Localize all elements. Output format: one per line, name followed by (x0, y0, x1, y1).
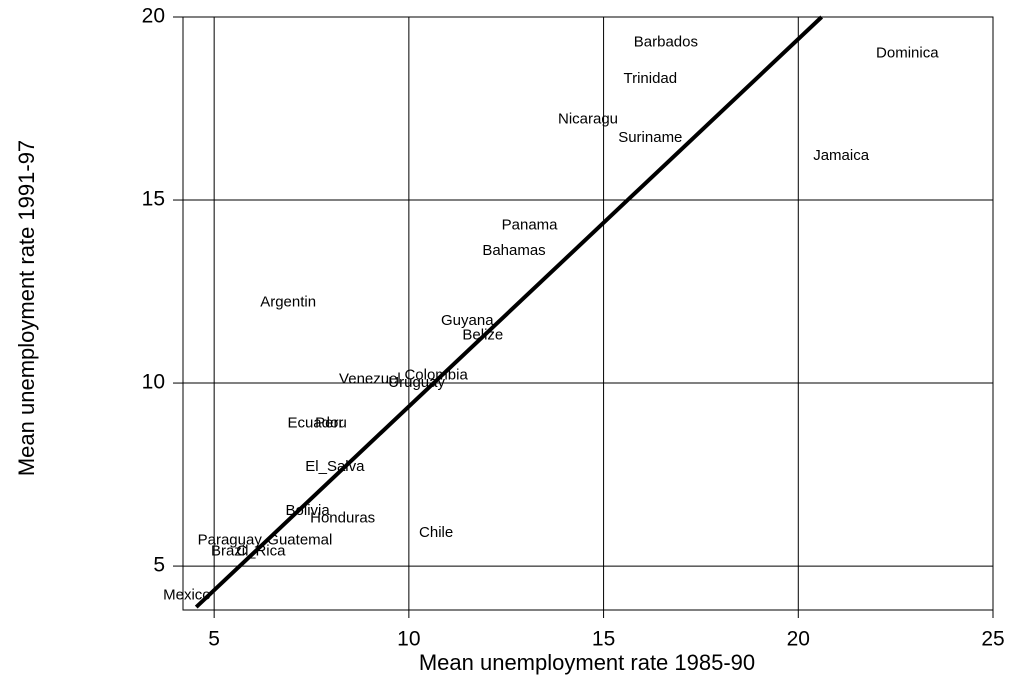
point-label: Venezuel (339, 370, 401, 387)
y-tick-label: 20 (142, 5, 165, 28)
y-tick-label: 5 (153, 554, 165, 577)
point-label: Ecuador (287, 414, 343, 431)
point-label: Dominica (876, 45, 939, 62)
point-label: Suriname (618, 129, 682, 146)
point-label: Brazil (211, 542, 249, 559)
point-label: Colombia (404, 367, 468, 384)
point-label: Bahamas (482, 242, 545, 259)
point-label: Panama (502, 217, 559, 234)
x-tick-label: 20 (787, 628, 810, 651)
point-label: El_Salva (305, 458, 365, 475)
y-axis-title: Mean unemployment rate 1991-97 (14, 140, 39, 476)
point-label: Honduras (310, 509, 375, 526)
x-tick-label: 25 (981, 628, 1004, 651)
point-label: Jamaica (813, 147, 870, 164)
plot-frame (182, 16, 994, 611)
x-tick-label: 10 (397, 628, 420, 651)
y-tick-label: 15 (142, 188, 165, 211)
point-label: Guatemal (267, 531, 332, 548)
y-tick-label: 10 (142, 371, 165, 394)
point-label: Nicaragu (558, 110, 618, 127)
point-label: Guyana (441, 312, 494, 329)
point-label: Mexico (163, 586, 211, 603)
point-label: Chile (419, 524, 453, 541)
x-tick-label: 5 (208, 628, 220, 651)
fit-line (194, 15, 824, 609)
point-label: Trinidad (623, 70, 677, 87)
point-label: Paraguay (198, 531, 263, 548)
point-label: Peru (315, 414, 347, 431)
x-tick-label: 15 (592, 628, 615, 651)
x-axis-title: Mean unemployment rate 1985-90 (419, 650, 755, 675)
point-label: Argentin (260, 293, 316, 310)
point-label: Barbados (634, 34, 698, 51)
